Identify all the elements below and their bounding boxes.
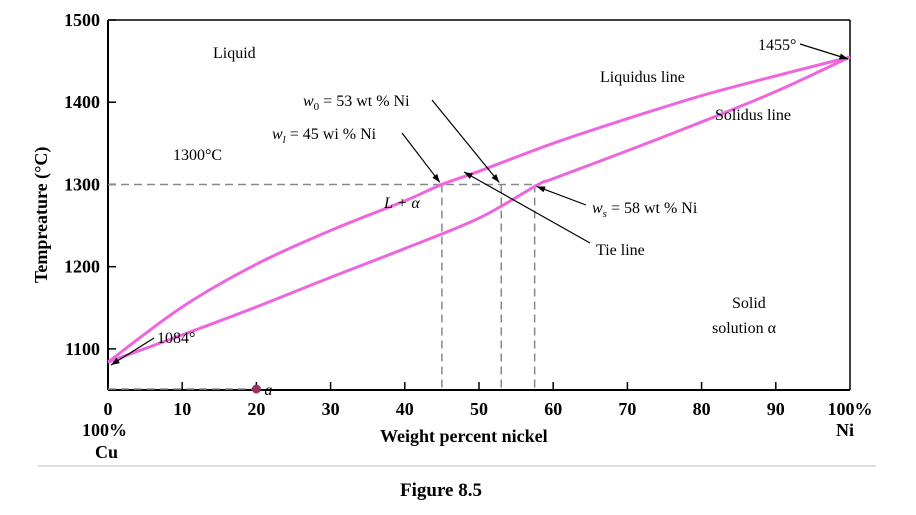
w0-arrow-head (491, 173, 500, 183)
wl-symbol: w (272, 126, 283, 143)
x-tick-label: 0 (104, 399, 113, 419)
ws-subscript: s (603, 208, 607, 220)
x-axis-title: Weight percent nickel (380, 426, 548, 446)
melt-cu-arrow (110, 337, 155, 366)
y-ticks: 1500 1400 1300 1200 1100 (64, 10, 116, 359)
wl-subscript: l (283, 134, 286, 146)
x-tick-label: 50 (470, 399, 488, 419)
solidus-line-label: Solidus line (715, 107, 791, 124)
x-ticks: 0 10 20 30 40 50 60 70 80 90 100% (104, 382, 873, 419)
point-a-marker (251, 384, 261, 394)
y-tick-label: 1400 (64, 92, 100, 112)
x-tick-label: 60 (544, 399, 562, 419)
y-tick-label: 1500 (64, 10, 100, 30)
melt-ni-arrow-head (839, 53, 848, 60)
x-tick-label: 40 (396, 399, 414, 419)
wl-arrow-head (432, 173, 440, 183)
guide-lines (108, 183, 536, 390)
wl-value: = 45 wi % Ni (286, 126, 377, 143)
melting-point-ni: 1455° (758, 37, 796, 54)
x-tick-label: 10 (173, 399, 191, 419)
tie-line-arrow (463, 171, 591, 244)
tie-line-label: Tie line (596, 242, 645, 259)
y-tick-label: 1100 (65, 339, 100, 359)
curves (107, 55, 851, 364)
tie-temperature: 1300°C (173, 147, 222, 164)
liquidus-line-curve (107, 55, 851, 364)
x-tick-label: 20 (247, 399, 265, 419)
liquidus-line-label: Liquidus line (600, 69, 685, 86)
melt-cu-arrow-head (111, 357, 120, 366)
ws-arrow-head (536, 186, 546, 193)
x-tick-label: 30 (322, 399, 340, 419)
wl-arrow (401, 132, 441, 183)
y-tick-label: 1200 (64, 257, 100, 277)
wl-label: wl = 45 wi % Ni (272, 126, 377, 146)
y-axis-title: Tempreature (°C) (31, 147, 52, 283)
ws-value: = 58 wt % Ni (607, 200, 698, 217)
figure-caption: Figure 8.5 (400, 480, 482, 501)
region-solid-1: Solid (732, 295, 766, 312)
region-two-phase: L + α (383, 195, 420, 212)
ws-arrow (536, 185, 587, 206)
x-tick-label: 80 (693, 399, 711, 419)
x-end-left-element: Cu (95, 442, 118, 462)
tie-line-arrow-head (464, 172, 473, 179)
w0-arrow (431, 99, 500, 183)
w0-label: w0 = 53 wt % Ni (303, 93, 410, 113)
x-tick-label: 70 (618, 399, 636, 419)
point-a-label: a (264, 382, 272, 399)
x-end-right-element: Ni (836, 420, 854, 440)
solidus-line-curve (107, 55, 851, 364)
arrows (110, 43, 849, 366)
ws-symbol: w (592, 200, 603, 217)
w0-symbol: w (303, 93, 314, 110)
region-liquid: Liquid (213, 45, 256, 62)
ws-label: ws = 58 wt % Ni (592, 200, 698, 220)
points: a (251, 382, 272, 399)
x-end-left-percent: 100% (82, 420, 127, 440)
region-solid-2: solution α (712, 320, 777, 337)
w0-value: = 53 wt % Ni (319, 93, 410, 110)
melting-point-cu: 1084° (157, 330, 195, 347)
y-tick-label: 1300 (64, 174, 100, 194)
w0-subscript: 0 (314, 101, 320, 113)
x-tick-label: 100% (828, 399, 873, 419)
x-tick-label: 90 (767, 399, 785, 419)
